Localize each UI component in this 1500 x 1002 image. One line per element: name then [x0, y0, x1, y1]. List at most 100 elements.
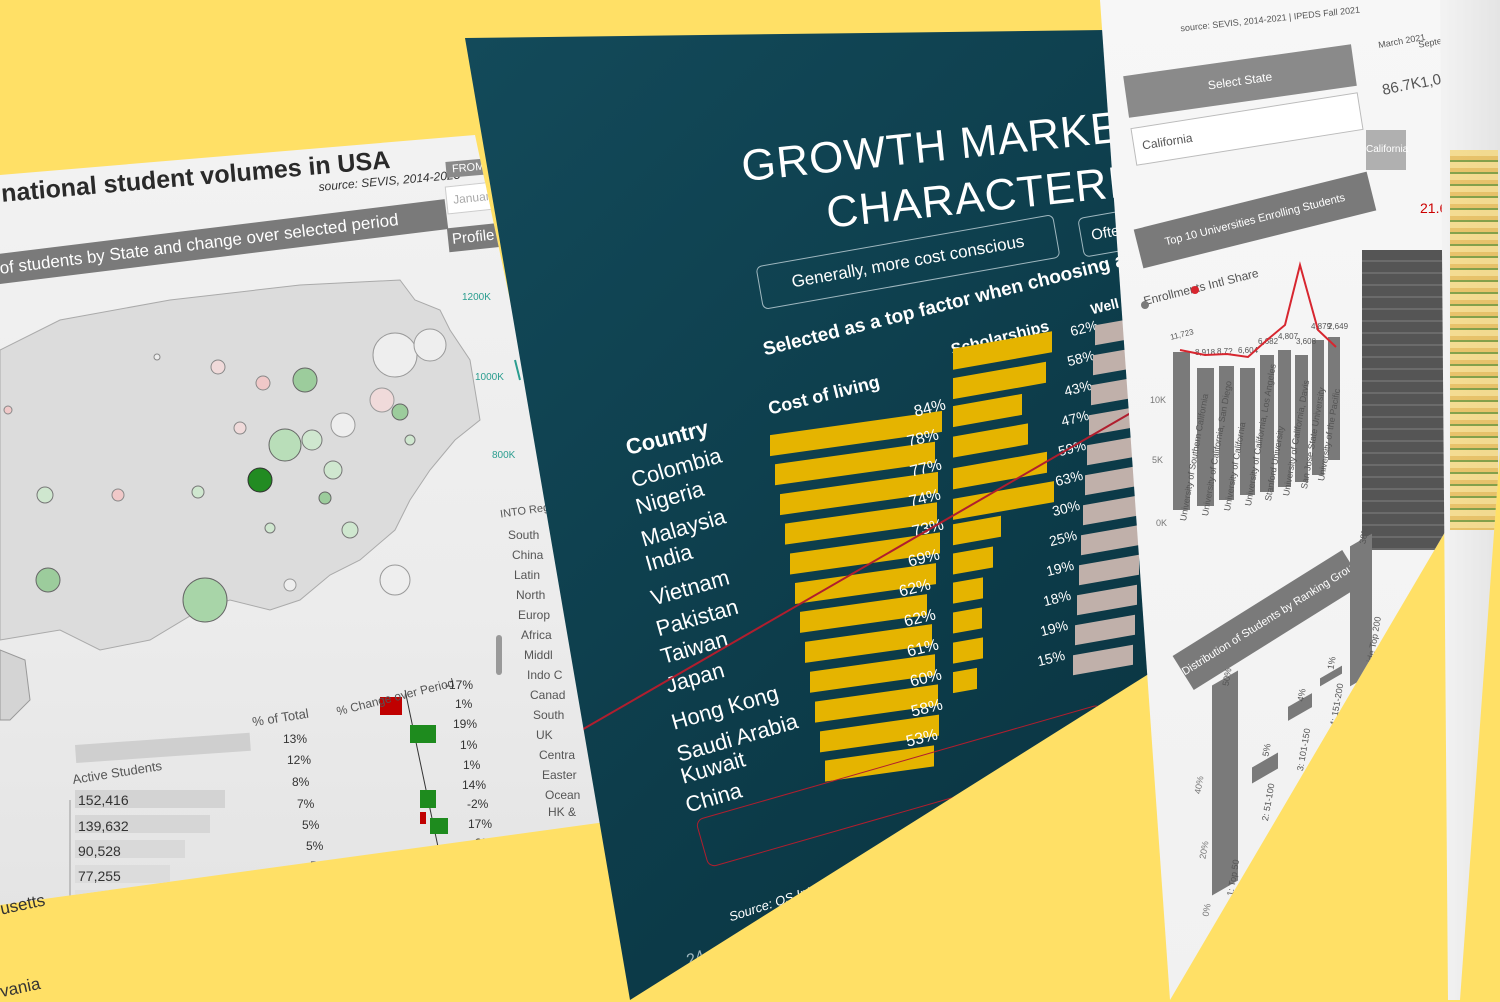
region-item[interactable]: Canad [530, 688, 566, 702]
scholarships-label: 30% [1050, 496, 1082, 520]
enrollment-label: 6,604 [1238, 346, 1259, 355]
scholarships-bar [953, 577, 984, 604]
region-item[interactable]: Indo C [527, 668, 563, 682]
state-bubble [255, 375, 271, 391]
region-item[interactable]: Centra [539, 748, 576, 762]
enrollment-label: 2,649 [1328, 322, 1349, 331]
axis-label-1200k: 1200K [462, 292, 491, 303]
region-item[interactable]: China [512, 548, 544, 562]
scholarships-bar [953, 361, 1046, 400]
enrollment-label: 8,918 [1195, 348, 1216, 357]
scholarships-bar [953, 546, 993, 575]
pct-change-value: 1% [463, 758, 481, 772]
scholarships-label: 15% [1035, 646, 1067, 670]
active-bar [75, 732, 251, 763]
region-item[interactable]: Africa [521, 628, 552, 642]
pct-change-value: 19% [453, 717, 478, 731]
region-item[interactable]: South [533, 708, 565, 722]
pct-total-value: 7% [297, 797, 315, 811]
region-item[interactable]: Europ [518, 608, 551, 622]
intl-share-polyline [1179, 261, 1337, 359]
state-bubble [210, 359, 226, 375]
pct-total-value: 3% [314, 880, 332, 894]
pct-total-value: 13% [283, 732, 308, 746]
state-bubble [372, 332, 418, 378]
pct-change-value: 1% [460, 738, 478, 752]
scholarships-label: 19% [1044, 556, 1076, 580]
state-bubble [341, 521, 359, 539]
enrollment-label: 3,608 [1296, 337, 1317, 346]
enrollment-label: 4,807 [1278, 332, 1299, 341]
scholarships-bar [953, 423, 1029, 458]
change-bar-negative [420, 812, 426, 824]
active-value: 90,528 [78, 843, 121, 859]
change-bar-positive [430, 818, 448, 834]
change-bar-positive [410, 725, 436, 743]
region-item[interactable]: UK [536, 728, 553, 742]
pct-total-value: 5% [306, 839, 324, 853]
y-axis-tick: 0K [1156, 518, 1168, 528]
university-bar [1278, 350, 1291, 487]
us-bubble-map [0, 279, 521, 905]
ranking-table [1362, 250, 1452, 550]
active-value: 139,632 [78, 818, 129, 834]
region-item[interactable]: Easter [542, 768, 577, 782]
scholarships-bar [953, 607, 982, 634]
region-item[interactable]: North [516, 588, 546, 602]
state-bubble [264, 522, 276, 534]
cost-of-living-label: 84% [912, 396, 948, 421]
state-bubble [318, 491, 332, 505]
pct-total-value: 5% [302, 818, 320, 832]
state-bubble [36, 486, 54, 504]
university-bar [1295, 355, 1308, 482]
ranking-bar [1350, 533, 1372, 687]
scholarships-bar [953, 393, 1022, 428]
state-button[interactable]: California [1366, 130, 1408, 170]
scholarships-bar [953, 515, 1001, 546]
legend-dot-enrollments [1141, 301, 1149, 309]
active-value: 60,943 [78, 893, 121, 909]
slide-number: 24 [684, 947, 707, 970]
slider-track [514, 359, 521, 381]
scrollbar [496, 635, 502, 675]
region-item[interactable]: Ocean [545, 788, 581, 802]
scholarships-label: 63% [1053, 466, 1085, 490]
university-bar [1328, 337, 1340, 460]
alaska-shape [0, 649, 31, 721]
university-bar [1197, 368, 1214, 506]
active-value: 77,255 [78, 868, 121, 884]
state-bubble [283, 578, 297, 592]
state-bubble [391, 403, 409, 421]
active-bar [75, 840, 185, 858]
change-axis [404, 689, 446, 881]
region-item[interactable]: South [508, 528, 540, 542]
university-bar [1219, 366, 1234, 500]
state-bubble [153, 353, 161, 361]
far-right-panel [1440, 0, 1500, 1000]
state-bubble [191, 485, 205, 499]
region-item[interactable]: Latin [514, 568, 541, 582]
active-value: 152,416 [78, 792, 129, 808]
region-item[interactable]: HK & [548, 805, 577, 819]
state-bubble [323, 460, 343, 480]
region-item[interactable]: Middl [524, 648, 553, 662]
scholarships-label: 19% [1038, 616, 1070, 640]
pct-change-value: 17% [468, 817, 493, 831]
growth-markets-slide: GROWTH MARKETS HAVE D CHARACTERISTICS TO… [465, 30, 1155, 1000]
change-bar-negative [380, 697, 402, 715]
active-bar [75, 790, 225, 808]
col-label-cost: Cost of living [766, 371, 882, 419]
pct-change-value: -2% [467, 797, 489, 811]
us-map-outline [0, 279, 481, 651]
axis-label-1000k: 1000K [475, 372, 504, 383]
state-bubble [233, 421, 247, 435]
enrollment-label: 6,682 [1258, 337, 1279, 346]
pct-change-value: 3% [475, 836, 493, 850]
state-bubble [182, 577, 228, 623]
y-axis-tick: 10K [1150, 395, 1167, 405]
scholarships-label: 47% [1059, 406, 1091, 430]
well-ranked-bar [1077, 584, 1137, 616]
state-bubble [3, 405, 13, 415]
scholarships-bar [953, 667, 977, 694]
scholarships-label: 25% [1047, 526, 1079, 550]
